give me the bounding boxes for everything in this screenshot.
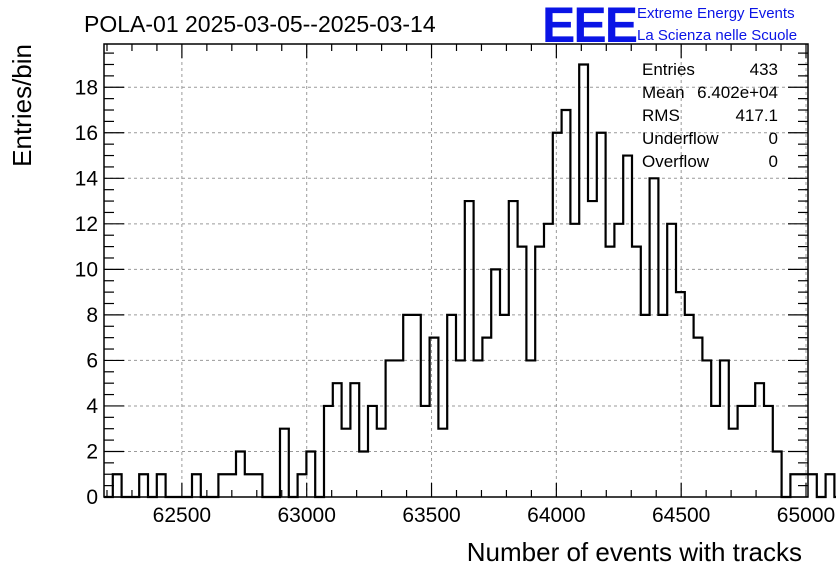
eee-logo-letters: EEE: [542, 0, 637, 53]
stat-overflow-value: 0: [769, 152, 778, 171]
x-tick-label: 63500: [402, 504, 460, 527]
y-tick-label: 10: [75, 258, 98, 281]
stat-mean-value: 6.402e+04: [697, 83, 778, 102]
stat-underflow-label: Underflow: [642, 129, 719, 148]
y-tick-label: 4: [86, 395, 98, 418]
eee-logo-line1: Extreme Energy Events: [637, 5, 795, 22]
eee-logo-line2: La Scienza nelle Scuole: [637, 27, 797, 44]
y-tick-label: 18: [75, 76, 98, 99]
y-tick-label: 16: [75, 122, 98, 145]
y-tick-label: 8: [86, 304, 98, 327]
y-tick-label: 0: [86, 486, 98, 509]
x-axis-title: Number of events with tracks: [467, 537, 802, 567]
stat-entries-label: Entries: [642, 60, 695, 79]
x-tick-label: 65000: [777, 504, 835, 527]
label-layer: 62500 63000 63500 64000 64500 65000 0 2 4 6 8 10 12 1…: [75, 76, 836, 527]
eee-logo: EEE Extreme Energy Events La Scienza nel…: [542, 0, 797, 53]
tick-layer: [104, 44, 808, 498]
y-axis-title: Entries/bin: [7, 44, 37, 167]
x-tick-label: 63000: [278, 504, 336, 527]
stats-box: Entries 433 Mean 6.402e+04 RMS 417.1 Und…: [642, 60, 778, 171]
x-tick-label: 64500: [652, 504, 710, 527]
chart-title: POLA-01 2025-03-05--2025-03-14: [84, 11, 436, 37]
y-tick-label: 14: [75, 167, 99, 190]
y-tick-label: 2: [86, 440, 98, 463]
stat-rms-value: 417.1: [735, 106, 778, 125]
x-tick-label: 62500: [153, 504, 211, 527]
stat-entries-value: 433: [750, 60, 778, 79]
stat-overflow-label: Overflow: [642, 152, 710, 171]
stat-rms-label: RMS: [642, 106, 680, 125]
stat-mean-label: Mean: [642, 83, 685, 102]
y-tick-label: 6: [86, 349, 98, 372]
x-tick-label: 64000: [527, 504, 585, 527]
histogram-outline: [104, 63, 836, 499]
stat-underflow-value: 0: [769, 129, 778, 148]
y-tick-label: 12: [75, 213, 98, 236]
